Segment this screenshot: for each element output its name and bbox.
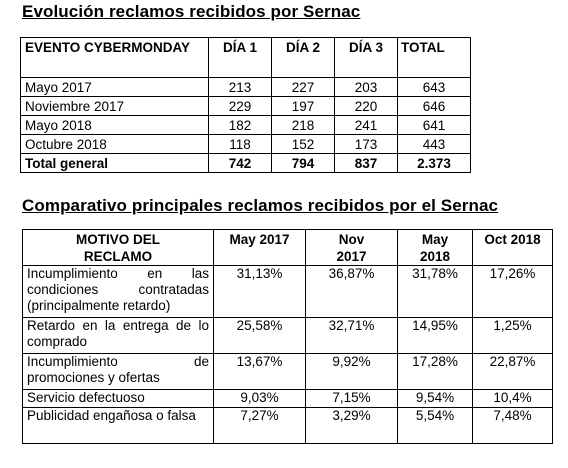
cell-may-2018: 14,95% — [397, 317, 473, 354]
header-evento: EVENTO CYBERMONDAY — [20, 37, 209, 78]
cell-nov-2017: 7,15% — [305, 389, 398, 408]
claims-comparison-table: MOTIVO DEL RECLAMO May 2017 Nov 2017 May… — [22, 229, 553, 444]
table1-title: Evolución reclamos recibidos por Sernac — [22, 2, 361, 21]
table-row: Publicidad engañosa o falsa 7,27% 3,29% … — [22, 407, 553, 444]
cell-dia-1: 182 — [208, 115, 272, 135]
table-row: Incumplimiento en las condiciones contra… — [22, 265, 553, 318]
header-may-2018: May 2018 — [397, 229, 473, 266]
row-label: Noviembre 2017 — [20, 96, 209, 116]
row-label: Mayo 2017 — [20, 77, 209, 97]
cell-dia-3: 220 — [334, 96, 398, 116]
cell-dia-1: 213 — [208, 77, 272, 97]
cell-dia-2: 197 — [271, 96, 335, 116]
header-total: TOTAL — [397, 37, 471, 78]
table-header-row: EVENTO CYBERMONDAY DÍA 1 DÍA 2 DÍA 3 TOT… — [20, 37, 471, 78]
cell-may-2017: 7,27% — [213, 407, 306, 444]
total-row: Total general 742 794 837 2.373 — [20, 153, 471, 173]
header-dia-2: DÍA 2 — [271, 37, 335, 78]
cell-nov-2017: 36,87% — [305, 265, 398, 318]
header-dia-3: DÍA 3 — [334, 37, 398, 78]
table-row: Mayo 2017 213 227 203 643 — [20, 77, 471, 97]
total-dia-3: 837 — [334, 153, 398, 173]
cell-oct-2018: 10,4% — [472, 389, 553, 408]
cell-dia-3: 203 — [334, 77, 398, 97]
cell-total: 646 — [397, 96, 471, 116]
total-dia-1: 742 — [208, 153, 272, 173]
motivo-cell: Retardo en la entrega de lo comprado — [22, 317, 214, 354]
cell-oct-2018: 22,87% — [472, 353, 553, 390]
total-total: 2.373 — [397, 153, 471, 173]
cell-nov-2017: 3,29% — [305, 407, 398, 444]
table-header-row: MOTIVO DEL RECLAMO May 2017 Nov 2017 May… — [22, 229, 553, 266]
total-dia-2: 794 — [271, 153, 335, 173]
cell-dia-2: 218 — [271, 115, 335, 135]
cell-total: 443 — [397, 134, 471, 154]
table2-title: Comparativo principales reclamos recibid… — [22, 196, 499, 215]
cell-oct-2018: 17,26% — [472, 265, 553, 318]
header-dia-1: DÍA 1 — [208, 37, 272, 78]
motivo-cell: Incumplimiento de promociones y ofertas — [22, 353, 214, 390]
cell-may-2018: 9,54% — [397, 389, 473, 408]
cell-dia-3: 241 — [334, 115, 398, 135]
table-row: Servicio defectuoso 9,03% 7,15% 9,54% 10… — [22, 389, 553, 408]
total-label: Total general — [20, 153, 209, 173]
cell-dia-1: 118 — [208, 134, 272, 154]
cell-nov-2017: 32,71% — [305, 317, 398, 354]
cell-total: 641 — [397, 115, 471, 135]
motivo-cell: Servicio defectuoso — [22, 389, 214, 408]
cell-dia-3: 173 — [334, 134, 398, 154]
row-label: Mayo 2018 — [20, 115, 209, 135]
table-row: Octubre 2018 118 152 173 443 — [20, 134, 471, 154]
motivo-cell: Incumplimiento en las condiciones contra… — [22, 265, 214, 318]
row-label: Octubre 2018 — [20, 134, 209, 154]
header-motivo: MOTIVO DEL RECLAMO — [22, 229, 214, 266]
table-row: Noviembre 2017 229 197 220 646 — [20, 96, 471, 116]
cybermonday-claims-table: EVENTO CYBERMONDAY DÍA 1 DÍA 2 DÍA 3 TOT… — [20, 37, 471, 173]
cell-may-2017: 9,03% — [213, 389, 306, 408]
table-row: Incumplimiento de promociones y ofertas … — [22, 353, 553, 390]
cell-may-2017: 13,67% — [213, 353, 306, 390]
cell-may-2018: 17,28% — [397, 353, 473, 390]
cell-may-2018: 31,78% — [397, 265, 473, 318]
cell-may-2017: 25,58% — [213, 317, 306, 354]
cell-may-2017: 31,13% — [213, 265, 306, 318]
header-oct-2018: Oct 2018 — [472, 229, 553, 266]
cell-dia-2: 227 — [271, 77, 335, 97]
cell-dia-1: 229 — [208, 96, 272, 116]
cell-oct-2018: 1,25% — [472, 317, 553, 354]
cell-total: 643 — [397, 77, 471, 97]
table-row: Mayo 2018 182 218 241 641 — [20, 115, 471, 135]
table-row: Retardo en la entrega de lo comprado 25,… — [22, 317, 553, 354]
cell-may-2018: 5,54% — [397, 407, 473, 444]
header-nov-2017: Nov 2017 — [305, 229, 398, 266]
cell-dia-2: 152 — [271, 134, 335, 154]
motivo-cell: Publicidad engañosa o falsa — [22, 407, 214, 444]
cell-oct-2018: 7,48% — [472, 407, 553, 444]
header-may-2017: May 2017 — [213, 229, 306, 266]
cell-nov-2017: 9,92% — [305, 353, 398, 390]
